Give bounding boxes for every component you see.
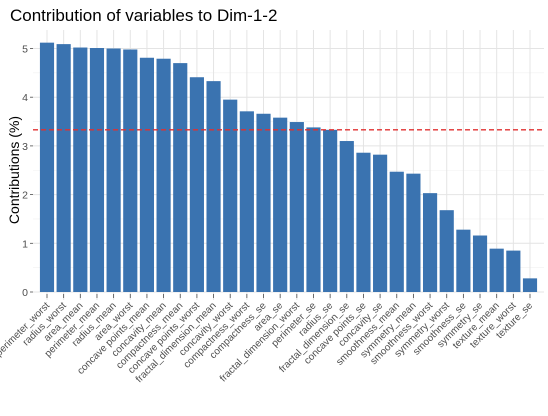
bar-compactness_worst (239, 111, 254, 292)
bar-smoothness_se (456, 229, 471, 292)
y-tick-label: 5 (22, 44, 28, 56)
bar-fractal_dimension_mean (206, 81, 221, 292)
bar-texture_se (522, 278, 538, 292)
bar-smoothness_mean (389, 171, 404, 292)
bar-texture_worst (506, 250, 521, 292)
y-axis-ticks: 0 1 2 3 4 5 (22, 44, 33, 299)
bar-symmetry_se (472, 235, 488, 292)
bar-smoothness_worst (422, 193, 438, 292)
bar-perimeter_mean (89, 48, 105, 292)
y-tick-label: 1 (22, 238, 28, 250)
bar-fractal_dimension_worst (289, 122, 304, 292)
bar-concave-points_mean (139, 57, 155, 293)
bar-concavity_worst (223, 99, 238, 292)
bars (39, 42, 538, 293)
bar-compactness_mean (173, 63, 188, 292)
bar-symmetry_worst (439, 210, 454, 292)
y-tick-label: 2 (22, 190, 28, 202)
bar-area_se (273, 117, 288, 293)
bar-concavity_se (373, 154, 388, 292)
bar-concavity_mean (156, 58, 171, 292)
bar-radius_mean (106, 48, 121, 292)
bar-compactness_se (256, 113, 271, 293)
y-tick-label: 4 (22, 92, 28, 104)
chart-title: Contribution of variables to Dim-1-2 (10, 6, 277, 25)
bar-texture_mean (489, 248, 504, 292)
bar-radius_se (323, 129, 338, 292)
bar-perimeter_se (306, 127, 321, 292)
bar-area_mean (73, 47, 88, 292)
bar-symmetry_mean (406, 173, 421, 292)
y-tick-label: 3 (22, 141, 28, 153)
bar-radius_worst (56, 44, 71, 292)
bar-concave-points_se (356, 152, 371, 292)
bar-fractal_dimension_se (339, 141, 354, 292)
bar-area_worst (123, 49, 138, 292)
bar-perimeter_worst (39, 42, 55, 292)
y-axis-label: Contributions (%) (6, 116, 22, 224)
bar-concave-points_worst (189, 77, 204, 292)
y-tick-label: 0 (22, 287, 28, 299)
x-axis-ticks: perimeter_worstradius_worstarea_meanperi… (0, 294, 535, 385)
